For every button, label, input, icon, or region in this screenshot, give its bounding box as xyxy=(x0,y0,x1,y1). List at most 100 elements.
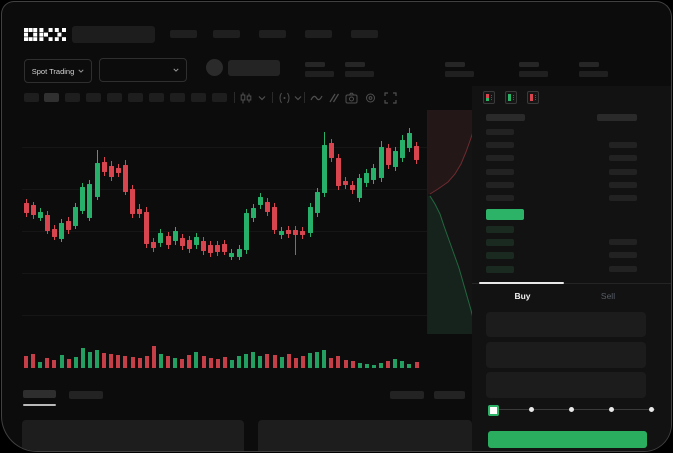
volume-bar xyxy=(187,355,192,368)
bottom-link-skeleton[interactable] xyxy=(390,391,424,399)
volume-bar xyxy=(237,356,241,368)
volume-bar xyxy=(173,358,178,368)
nav-item-skeleton[interactable] xyxy=(213,30,240,38)
candle-body xyxy=(222,244,228,252)
candle-wick xyxy=(401,135,403,162)
candle-body xyxy=(272,207,277,230)
toolbar-divider xyxy=(272,92,273,103)
settings-icon[interactable] xyxy=(364,92,377,104)
nav-item-skeleton[interactable] xyxy=(305,30,332,38)
candle-wick xyxy=(153,238,155,252)
slider-handle[interactable] xyxy=(488,405,499,416)
orderbook-bids-icon[interactable] xyxy=(505,91,517,104)
candle-wick xyxy=(210,241,212,257)
amount-slider[interactable] xyxy=(488,402,658,418)
candle-body xyxy=(30,205,36,215)
volume-bar xyxy=(144,356,149,368)
split-bar xyxy=(486,94,489,101)
timeframe-button[interactable] xyxy=(86,93,101,102)
timeframe-button[interactable] xyxy=(212,93,227,102)
slider-stop-dot[interactable] xyxy=(569,407,574,412)
nav-item-skeleton[interactable] xyxy=(170,30,197,38)
buy-submit-button[interactable] xyxy=(488,431,647,448)
volume-bar xyxy=(137,358,142,368)
volume-bar xyxy=(59,355,64,368)
timeframe-button[interactable] xyxy=(191,93,206,102)
orderbook-asks-icon[interactable] xyxy=(527,91,539,104)
candle-wick xyxy=(359,174,361,202)
volume-bar xyxy=(102,353,107,368)
line-overlay-icon[interactable] xyxy=(310,92,323,104)
timeframe-button[interactable] xyxy=(128,93,143,102)
camera-icon[interactable] xyxy=(345,92,358,104)
candle-wick xyxy=(132,185,133,218)
candle-body xyxy=(321,145,327,193)
total-input-skeleton[interactable] xyxy=(486,372,646,398)
timeframe-button[interactable] xyxy=(149,93,164,102)
volume-bar xyxy=(158,354,163,368)
slider-stop-dot[interactable] xyxy=(529,407,534,412)
candle-wick xyxy=(345,177,346,189)
candle-body xyxy=(300,231,306,235)
candle-body xyxy=(80,187,86,211)
candle-wick xyxy=(302,227,304,239)
timeframe-button[interactable] xyxy=(170,93,185,102)
candle-body xyxy=(23,203,29,213)
volume-bar xyxy=(329,358,334,368)
bottom-link-skeleton[interactable] xyxy=(434,391,465,399)
bottom-tab[interactable] xyxy=(69,391,103,399)
search-input[interactable] xyxy=(72,26,155,43)
rows-glyph xyxy=(491,94,492,101)
rows-glyph xyxy=(535,94,536,101)
tabs-divider xyxy=(472,283,671,284)
candle-body xyxy=(350,185,356,190)
tab-sell[interactable]: Sell xyxy=(600,291,616,301)
volume-bar xyxy=(400,361,405,368)
candle-body xyxy=(94,163,100,197)
chevron-down-icon[interactable] xyxy=(294,92,302,104)
amount-input-skeleton[interactable] xyxy=(486,342,646,368)
timeframe-button[interactable] xyxy=(24,93,39,102)
candle-wick xyxy=(309,203,311,237)
volume-bar xyxy=(258,356,263,368)
ask-row-skeleton xyxy=(609,142,637,149)
bottom-tab-active[interactable] xyxy=(23,390,56,398)
candle-wick xyxy=(330,139,332,162)
orderbook-combined-icon[interactable] xyxy=(483,91,495,104)
candle-wick xyxy=(61,219,62,242)
indicator-fx-icon[interactable] xyxy=(278,92,291,104)
volume-bar xyxy=(38,362,43,368)
candle-body xyxy=(208,245,214,253)
ask-row-skeleton xyxy=(486,168,514,175)
compare-icon[interactable] xyxy=(327,92,340,104)
candle-style-icon[interactable] xyxy=(240,92,253,104)
price-input-skeleton[interactable] xyxy=(486,312,646,337)
candle-body xyxy=(371,168,377,180)
candle-body xyxy=(236,249,242,257)
timeframe-button[interactable] xyxy=(107,93,122,102)
nav-item-skeleton[interactable] xyxy=(259,30,286,38)
candle-body xyxy=(59,223,64,239)
timeframe-button-active[interactable] xyxy=(44,93,59,102)
candle-wick xyxy=(68,217,70,234)
nav-item-skeleton[interactable] xyxy=(351,30,378,38)
candle-body xyxy=(364,173,370,183)
candle-wick xyxy=(288,226,290,238)
candle-body xyxy=(101,162,107,172)
candle-wick xyxy=(53,225,55,240)
chevron-down-icon[interactable] xyxy=(258,92,266,104)
tab-buy[interactable]: Buy xyxy=(514,291,531,301)
volume-bar xyxy=(95,350,99,368)
candle-body xyxy=(335,158,341,186)
volume-bar xyxy=(123,356,128,368)
candle-wick xyxy=(380,141,382,182)
gridline xyxy=(22,189,427,190)
fullscreen-icon[interactable] xyxy=(384,92,397,104)
slider-stop-dot[interactable] xyxy=(649,407,654,412)
candle-wick xyxy=(124,160,126,195)
pair-dropdown[interactable] xyxy=(99,58,187,82)
market-type-dropdown[interactable]: Spot Trading xyxy=(24,59,92,83)
candle-wick xyxy=(203,237,204,255)
slider-stop-dot[interactable] xyxy=(609,407,614,412)
timeframe-button[interactable] xyxy=(65,93,80,102)
